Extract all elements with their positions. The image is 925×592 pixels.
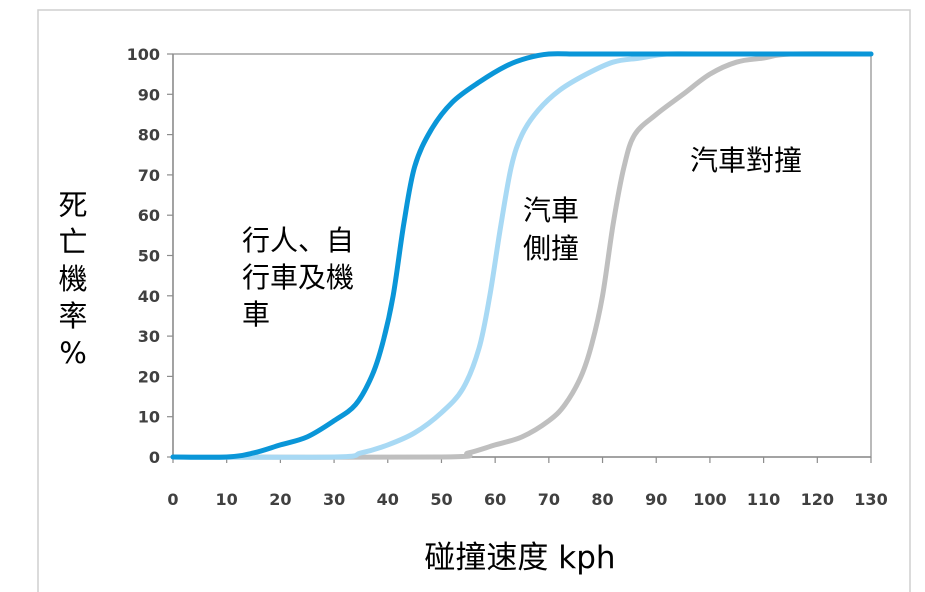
y-tick-label: 60 (138, 206, 160, 225)
x-tick-label: 20 (269, 490, 291, 509)
annotation-side-impact-line-1: 汽車 (523, 194, 579, 227)
x-tick-label: 110 (747, 490, 780, 509)
y-tick-label: 20 (138, 367, 160, 386)
annotation-head-on-line-1: 汽車對撞 (690, 144, 802, 177)
y-tick-label: 80 (138, 126, 160, 145)
x-tick-label: 30 (323, 490, 345, 509)
x-tick-label: 0 (167, 490, 178, 509)
annotation-pedestrian-line-1: 行人、自 (242, 224, 354, 257)
y-tick-label: 40 (138, 287, 160, 306)
series-line-0 (170, 51, 874, 460)
y-tick-label: 70 (138, 166, 160, 185)
annotation-pedestrian: 行人、自 行車及機 車 (242, 224, 363, 331)
series-layer (170, 51, 874, 460)
y-axis-label-char: 機 (58, 262, 87, 296)
series-line-2 (170, 51, 874, 460)
y-axis-label-char: % (59, 336, 87, 370)
x-tick-label: 100 (693, 490, 726, 509)
annotation-head-on: 汽車對撞 (690, 144, 802, 177)
x-tick-label: 120 (801, 490, 834, 509)
annotation-side-impact-line-2: 側撞 (523, 232, 579, 265)
x-tick-label: 50 (430, 490, 452, 509)
y-tick-label: 90 (138, 85, 160, 104)
y-axis-label-char: 死 (58, 188, 87, 222)
y-tick-label: 100 (127, 45, 160, 64)
y-tick-label: 50 (138, 247, 160, 266)
annotation-side-impact: 汽車 側撞 (523, 194, 588, 265)
chart-frame (37, 9, 911, 592)
y-axis-label-char: 率 (58, 299, 87, 333)
x-tick-label: 70 (538, 490, 560, 509)
annotation-pedestrian-line-2: 行車及機 (242, 261, 354, 294)
x-ticks: 0 10 20 30 40 50 60 70 80 90 100 110 120 130 (167, 457, 888, 509)
series-line-1 (170, 51, 874, 460)
x-tick-label: 130 (854, 490, 887, 509)
y-tick-label: 30 (138, 327, 160, 346)
x-tick-label: 80 (591, 490, 613, 509)
x-tick-label: 40 (377, 490, 399, 509)
x-tick-label: 60 (484, 490, 506, 509)
y-axis-label-char: 亡 (58, 225, 87, 259)
y-tick-label: 0 (149, 448, 160, 467)
y-tick-label: 10 (138, 408, 160, 427)
x-axis-label: 碰撞速度 kph (424, 540, 615, 576)
y-ticks: 0 10 20 30 40 50 60 70 80 90 100 (127, 45, 173, 467)
annotation-pedestrian-line-3: 車 (242, 298, 270, 331)
x-tick-label: 90 (645, 490, 667, 509)
x-tick-label: 10 (216, 490, 238, 509)
